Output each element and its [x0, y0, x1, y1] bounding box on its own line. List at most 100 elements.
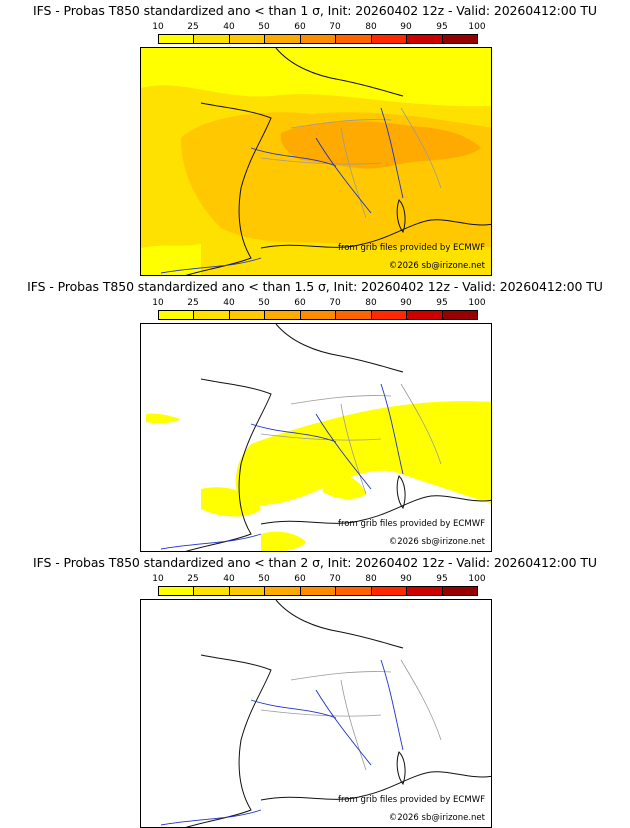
panel-title: IFS - Probas T850 standardized ano < tha… [27, 279, 603, 294]
colorbar-swatch [371, 587, 408, 595]
coastline-south [260, 495, 491, 525]
rivers [160, 659, 404, 826]
colorbar-swatch [159, 35, 195, 43]
colorbar-swatch [159, 311, 195, 319]
colorbar-tick-label: 90 [400, 298, 412, 308]
colorbar-tick-label: 95 [436, 298, 448, 308]
colorbar-tick-label: 50 [258, 22, 270, 32]
map-canvas [141, 48, 491, 275]
prob-area-10-sw [141, 244, 201, 275]
colorbar-tick-label: 25 [187, 574, 199, 584]
coastline-north [275, 48, 404, 97]
colorbar-tick-label: 60 [294, 22, 306, 32]
colorbar-swatch [159, 587, 195, 595]
colorbar-tick-label: 100 [468, 298, 486, 308]
colorbar-tick-label: 10 [152, 574, 164, 584]
corsica-outline [396, 199, 406, 234]
colorbar-swatch [229, 311, 266, 319]
source-credit: from grib files provided by ECMWF [338, 243, 485, 253]
colorbar [158, 310, 478, 320]
prob-area-10-southwest [201, 487, 261, 517]
panel-2-sigma: IFS - Probas T850 standardized ano < tha… [0, 552, 630, 828]
colorbar-tick-label: 70 [329, 574, 341, 584]
coastline-west [185, 378, 272, 551]
colorbar-swatch [265, 311, 301, 319]
colorbar-tick-label: 40 [223, 22, 235, 32]
colorbar-swatch [407, 35, 443, 43]
map-canvas [160, 600, 491, 827]
colorbar-swatch [407, 587, 443, 595]
colorbar-tick-label: 90 [400, 574, 412, 584]
corsica-outline [396, 475, 406, 510]
colorbar-tick-label: 100 [468, 574, 486, 584]
colorbar-tick-label: 25 [187, 22, 199, 32]
prob-area-10-med [261, 531, 306, 551]
rivers [160, 383, 404, 550]
colorbar-labels: 10 25 40 50 60 70 80 90 95 100 [152, 574, 485, 585]
map-canvas [146, 324, 491, 551]
colorbar-labels: 10 25 40 50 60 70 80 90 95 100 [152, 298, 485, 309]
colorbar-swatch [229, 587, 266, 595]
admin-borders [260, 659, 442, 771]
panel-1-sigma: IFS - Probas T850 standardized ano < tha… [0, 0, 630, 276]
copyright-credit: ©2026 sb@irizone.net [388, 813, 485, 823]
colorbar-swatch [442, 311, 477, 319]
coastline-north [275, 324, 404, 373]
colorbar-swatch [229, 35, 266, 43]
colorbar-tick-label: 80 [365, 298, 377, 308]
colorbar-swatch [336, 587, 372, 595]
colorbar-swatch [371, 311, 408, 319]
prob-area-10-atlantic [146, 413, 181, 424]
admin-borders [260, 383, 442, 495]
probability-map: from grib files provided by ECMWF ©2026 … [140, 323, 492, 552]
coastline-west [185, 654, 272, 827]
probability-map: from grib files provided by ECMWF ©2026 … [140, 599, 492, 828]
colorbar-tick-label: 80 [365, 22, 377, 32]
admin-borders [260, 107, 442, 219]
colorbar-swatch [371, 35, 408, 43]
colorbar [158, 586, 478, 596]
colorbar-swatch [300, 311, 337, 319]
colorbar-tick-label: 40 [223, 574, 235, 584]
colorbar-swatch [194, 587, 230, 595]
colorbar-swatch [407, 311, 443, 319]
colorbar-swatch [194, 311, 230, 319]
rivers [160, 107, 404, 274]
colorbar-swatch [265, 587, 301, 595]
colorbar-swatch [265, 35, 301, 43]
source-credit: from grib files provided by ECMWF [338, 795, 485, 805]
coastline-south [260, 771, 491, 801]
panel-title: IFS - Probas T850 standardized ano < tha… [33, 3, 597, 18]
colorbar-tick-label: 25 [187, 298, 199, 308]
prob-area-50 [280, 121, 481, 169]
colorbar-labels: 10 25 40 50 60 70 80 90 95 100 [152, 22, 485, 33]
colorbar-swatch [300, 35, 337, 43]
source-credit: from grib files provided by ECMWF [338, 519, 485, 529]
colorbar-tick-label: 10 [152, 298, 164, 308]
panel-1-5-sigma: IFS - Probas T850 standardized ano < tha… [0, 276, 630, 552]
colorbar-tick-label: 95 [436, 574, 448, 584]
probability-map: from grib files provided by ECMWF ©2026 … [140, 47, 492, 276]
coastline-north [275, 600, 404, 649]
colorbar-tick-label: 100 [468, 22, 486, 32]
coastline-south [260, 219, 491, 249]
colorbar-tick-label: 70 [329, 298, 341, 308]
colorbar-tick-label: 90 [400, 22, 412, 32]
colorbar [158, 34, 478, 44]
colorbar-tick-label: 10 [152, 22, 164, 32]
colorbar-swatch [194, 35, 230, 43]
colorbar-tick-label: 60 [294, 298, 306, 308]
panel-title: IFS - Probas T850 standardized ano < tha… [33, 555, 597, 570]
colorbar-tick-label: 50 [258, 298, 270, 308]
prob-area-10 [235, 401, 491, 506]
colorbar-tick-label: 70 [329, 22, 341, 32]
colorbar-tick-label: 50 [258, 574, 270, 584]
colorbar-swatch [300, 587, 337, 595]
colorbar-tick-label: 95 [436, 22, 448, 32]
prob-area-10-gulf [321, 472, 366, 500]
coastline-west [185, 102, 272, 275]
colorbar-tick-label: 60 [294, 574, 306, 584]
copyright-credit: ©2026 sb@irizone.net [388, 261, 485, 271]
copyright-credit: ©2026 sb@irizone.net [388, 537, 485, 547]
colorbar-tick-label: 40 [223, 298, 235, 308]
